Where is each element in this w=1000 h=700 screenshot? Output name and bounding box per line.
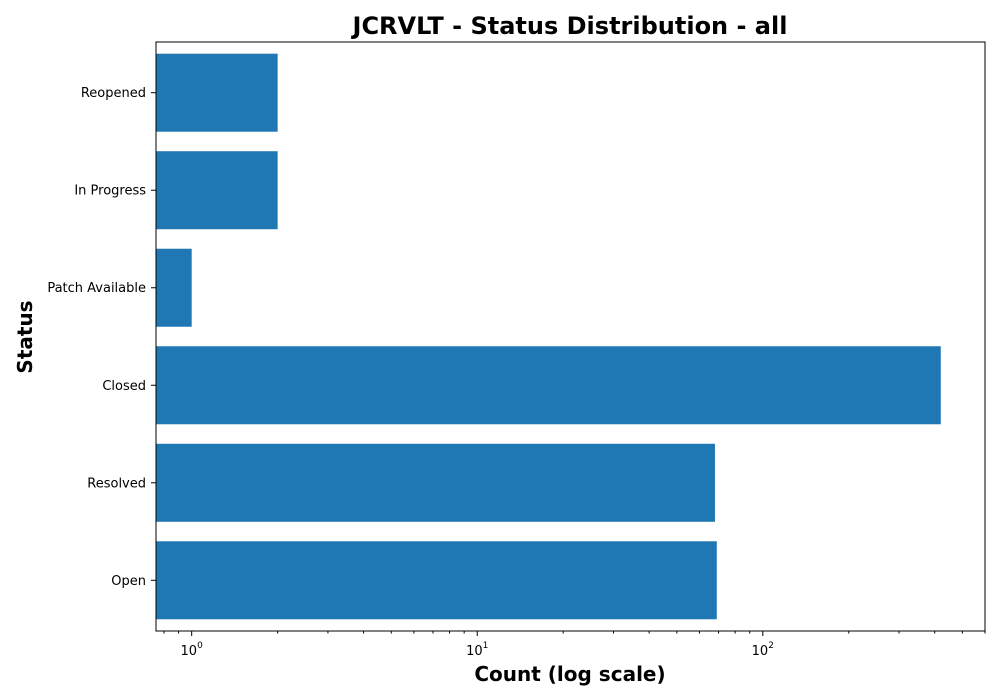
bar-reopened: [156, 53, 278, 132]
y-tick-label: Reopened: [81, 86, 146, 101]
bar-closed: [156, 346, 941, 425]
bar-patch-available: [156, 248, 192, 327]
bar-open: [156, 541, 717, 620]
x-axis-label: Count (log scale): [474, 662, 665, 686]
y-tick-label: Patch Available: [47, 281, 146, 296]
plot-frame: [155, 41, 986, 632]
bars: [156, 53, 941, 620]
x-tick-label: 101: [466, 641, 488, 659]
x-axis-ticks: 100 101 102: [163, 631, 986, 659]
x-tick-label: 100: [181, 641, 204, 659]
bar-in-progress: [156, 151, 278, 230]
bar-resolved: [156, 443, 715, 522]
y-tick-label: Open: [111, 574, 146, 589]
y-axis-label: Status: [13, 300, 37, 373]
y-tick-label: Closed: [102, 379, 146, 394]
chart-title: JCRVLT - Status Distribution - all: [351, 12, 788, 40]
y-tick-label: Resolved: [87, 476, 146, 491]
y-axis-ticks: Open Resolved Closed Patch Available In Prog…: [47, 86, 156, 589]
x-tick-label: 102: [752, 641, 774, 659]
y-tick-label: In Progress: [74, 184, 146, 199]
